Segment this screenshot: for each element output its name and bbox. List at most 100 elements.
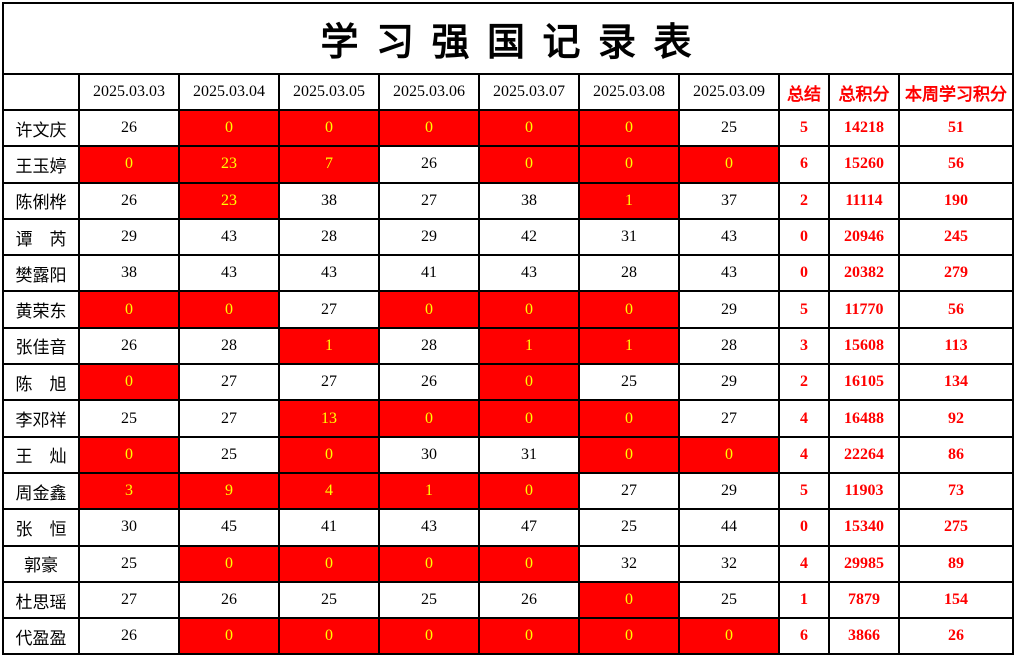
score-cell: 27	[578, 471, 680, 511]
column-header-date: 2025.03.03	[78, 73, 180, 111]
score-cell: 0	[478, 399, 580, 438]
column-header-date: 2025.03.06	[378, 73, 480, 111]
summary-count-cell: 0	[778, 508, 830, 547]
score-cell: 41	[378, 254, 480, 293]
score-cell: 0	[478, 290, 580, 329]
score-cell: 25	[78, 399, 180, 438]
score-cell: 25	[578, 363, 680, 402]
week-points-cell: 113	[897, 326, 1015, 366]
summary-count-cell: 2	[778, 181, 830, 220]
score-cell: 32	[678, 544, 780, 583]
score-cell: 0	[678, 145, 780, 184]
name-cell: 王 灿	[2, 435, 80, 474]
score-cell: 25	[278, 580, 380, 620]
week-points-cell: 73	[897, 471, 1015, 511]
total-points-cell: 15260	[828, 145, 900, 184]
score-cell: 28	[178, 326, 280, 366]
week-points-cell: 56	[897, 145, 1015, 184]
score-cell: 27	[178, 363, 280, 402]
summary-count-cell: 3	[778, 326, 830, 366]
score-cell: 29	[678, 290, 780, 329]
score-cell: 45	[178, 508, 280, 547]
score-cell: 13	[278, 399, 380, 438]
score-cell: 0	[78, 290, 180, 329]
score-cell: 29	[678, 471, 780, 511]
week-points-cell: 245	[897, 217, 1015, 257]
table-row: 樊露阳 38 43 43 41 43 28 43 0 20382 279	[2, 254, 1015, 293]
score-cell: 0	[478, 363, 580, 402]
score-cell: 0	[278, 108, 380, 148]
table-row: 黄荣东 0 0 27 0 0 0 29 5 11770 56	[2, 290, 1015, 329]
name-cell: 李邓祥	[2, 399, 80, 438]
score-cell: 0	[578, 580, 680, 620]
total-points-cell: 7879	[828, 580, 900, 620]
score-cell: 0	[478, 471, 580, 511]
total-points-cell: 20946	[828, 217, 900, 257]
week-points-cell: 51	[897, 108, 1015, 148]
score-cell: 0	[478, 544, 580, 583]
score-cell: 3	[78, 471, 180, 511]
score-cell: 0	[378, 617, 480, 656]
column-header-date: 2025.03.04	[178, 73, 280, 111]
name-cell: 郭豪	[2, 544, 80, 583]
score-cell: 27	[178, 399, 280, 438]
score-cell: 0	[578, 145, 680, 184]
header-row: 2025.03.03 2025.03.04 2025.03.05 2025.03.06…	[2, 73, 1015, 111]
score-cell: 9	[178, 471, 280, 511]
score-cell: 0	[478, 108, 580, 148]
table-row: 王 灿 0 25 0 30 31 0 0 4 22264 86	[2, 435, 1015, 474]
score-cell: 0	[178, 290, 280, 329]
score-cell: 0	[278, 617, 380, 656]
score-cell: 43	[678, 254, 780, 293]
score-cell: 37	[678, 181, 780, 220]
record-table: 学 习 强 国 记 录 表 2025.03.03 2025.03.04 2025.0…	[1, 2, 1015, 656]
summary-count-cell: 5	[778, 108, 830, 148]
summary-count-cell: 2	[778, 363, 830, 402]
score-cell: 0	[178, 544, 280, 583]
table-body: 许文庆 26 0 0 0 0 0 25 5 14218 51 王玉婷 0 23 7 26 0 0 0 6 15260 56…	[2, 108, 1015, 656]
week-points-cell: 89	[897, 544, 1015, 583]
score-cell: 27	[278, 290, 380, 329]
score-cell: 0	[278, 435, 380, 474]
score-cell: 1	[578, 181, 680, 220]
score-cell: 28	[678, 326, 780, 366]
column-header-summary: 本周学习积分	[897, 73, 1015, 111]
score-cell: 26	[378, 145, 480, 184]
score-cell: 25	[378, 580, 480, 620]
total-points-cell: 11903	[828, 471, 900, 511]
score-cell: 25	[678, 580, 780, 620]
score-cell: 0	[378, 108, 480, 148]
summary-count-cell: 6	[778, 145, 830, 184]
total-points-cell: 11114	[828, 181, 900, 220]
week-points-cell: 134	[897, 363, 1015, 402]
score-cell: 32	[578, 544, 680, 583]
score-cell: 0	[378, 290, 480, 329]
score-cell: 0	[78, 145, 180, 184]
score-cell: 0	[578, 108, 680, 148]
name-cell: 张 恒	[2, 508, 80, 547]
score-cell: 43	[178, 217, 280, 257]
week-points-cell: 190	[897, 181, 1015, 220]
score-cell: 0	[678, 617, 780, 656]
score-cell: 29	[78, 217, 180, 257]
score-cell: 31	[478, 435, 580, 474]
score-cell: 26	[78, 617, 180, 656]
summary-count-cell: 1	[778, 580, 830, 620]
score-cell: 38	[278, 181, 380, 220]
score-cell: 27	[678, 399, 780, 438]
summary-count-cell: 0	[778, 254, 830, 293]
column-header-summary: 总积分	[828, 73, 900, 111]
name-cell: 樊露阳	[2, 254, 80, 293]
score-cell: 1	[478, 326, 580, 366]
score-cell: 25	[678, 108, 780, 148]
score-cell: 26	[78, 108, 180, 148]
score-cell: 44	[678, 508, 780, 547]
score-cell: 27	[78, 580, 180, 620]
summary-count-cell: 0	[778, 217, 830, 257]
score-cell: 28	[578, 254, 680, 293]
score-cell: 42	[478, 217, 580, 257]
score-cell: 26	[78, 326, 180, 366]
score-cell: 29	[678, 363, 780, 402]
score-cell: 31	[578, 217, 680, 257]
